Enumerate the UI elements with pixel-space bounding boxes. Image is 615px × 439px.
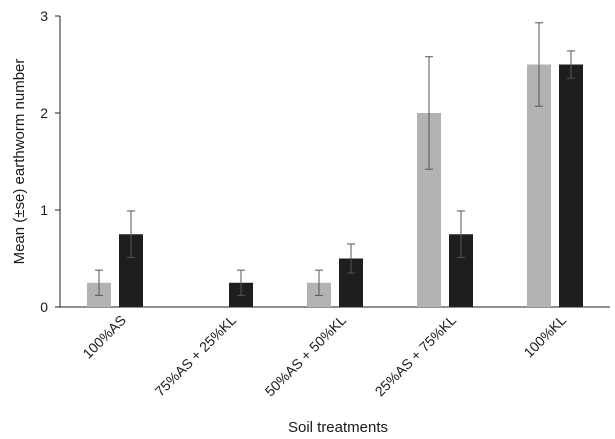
y-tick-label: 0 xyxy=(40,299,48,315)
y-tick-label: 1 xyxy=(40,202,48,218)
x-tick-label: 100%KL xyxy=(520,312,569,361)
x-tick-label: 100%AS xyxy=(79,312,129,362)
x-tick-label: 50%AS + 50%KL xyxy=(262,312,350,400)
x-tick-label: 25%AS + 75%KL xyxy=(372,312,460,400)
error-bars xyxy=(95,22,575,296)
x-tick-label: 75%AS + 25%KL xyxy=(152,312,240,400)
y-ticks: 0 1 2 3 xyxy=(40,8,60,315)
x-ticks: 100%AS 75%AS + 25%KL 50%AS + 50%KL 25%AS + … xyxy=(79,312,569,400)
y-tick-label: 3 xyxy=(40,8,48,24)
y-tick-label: 2 xyxy=(40,105,48,121)
x-axis: 100%AS 75%AS + 25%KL 50%AS + 50%KL 25%AS + … xyxy=(60,306,610,400)
bars xyxy=(87,64,583,307)
bar xyxy=(559,64,583,307)
y-axis-title: Mean (±se) earthworm number xyxy=(11,59,28,265)
x-axis-title: Soil treatments xyxy=(288,419,388,436)
y-axis: 0 1 2 3 xyxy=(40,8,61,315)
